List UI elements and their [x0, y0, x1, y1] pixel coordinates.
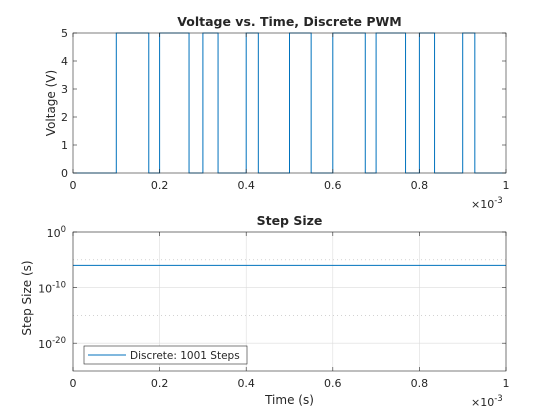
chart2-y-ticks: 100 10-10 10-20 — [38, 225, 506, 351]
chart1-y-ticks: 0 1 2 3 4 5 — [61, 27, 506, 180]
chart1-ylabel: Voltage (V) — [44, 70, 58, 136]
chart2-legend: Discrete: 1001 Steps — [83, 345, 248, 365]
chart1-y-tick-label: 5 — [61, 27, 68, 40]
chart2-title: Step Size — [257, 213, 323, 228]
chart2-xlabel: Time (s) — [264, 393, 314, 407]
chart1-y-tick-label: 4 — [61, 55, 68, 68]
chart2-axes-box — [72, 231, 507, 372]
voltage-chart: Voltage vs. Time, Discrete PWM 0 0.2 0.4 0.… — [44, 14, 510, 211]
chart2-x-tick-label: 0 — [70, 377, 77, 390]
chart1-title: Voltage vs. Time, Discrete PWM — [177, 14, 402, 29]
chart2-x-exponent: ×10-3 — [471, 394, 503, 409]
chart2-x-tick-label: 0.8 — [411, 377, 429, 390]
chart1-x-exponent-power: -3 — [494, 196, 502, 206]
chart1-y-tick-label: 2 — [61, 111, 68, 124]
chart2-y-tick-label: 10-20 — [38, 336, 66, 351]
chart2-ylabel: Step Size (s) — [20, 260, 34, 335]
chart1-y-tick-label: 3 — [61, 83, 68, 96]
chart2-x-tick-label: 0.6 — [324, 377, 342, 390]
chart1-axes-box — [72, 32, 507, 174]
chart1-y-tick-label: 0 — [61, 167, 68, 180]
chart2-x-tick-label: 1 — [503, 377, 510, 390]
chart2-x-exponent-base: ×10 — [471, 396, 494, 409]
step-size-chart: Step Size 0 0.2 0.4 0.6 0.8 1 100 10-10 10-20 T… — [20, 213, 510, 409]
chart2-y-tick-label: 100 — [47, 225, 66, 240]
chart1-x-tick-label: 0.6 — [324, 179, 342, 192]
chart2-x-exponent-power: -3 — [494, 394, 502, 404]
chart2-x-ticks: 0 0.2 0.4 0.6 0.8 1 — [70, 232, 510, 390]
chart1-x-exponent: ×10-3 — [471, 196, 503, 211]
chart1-x-exponent-base: ×10 — [471, 198, 494, 211]
chart2-y-tick-label: 10-10 — [38, 281, 66, 296]
chart1-x-tick-label: 1 — [503, 179, 510, 192]
chart1-y-tick-label: 1 — [61, 139, 68, 152]
chart1-x-tick-label: 0.2 — [151, 179, 169, 192]
chart1-x-ticks: 0 0.2 0.4 0.6 0.8 1 — [70, 33, 510, 192]
chart1-x-tick-label: 0.4 — [237, 179, 255, 192]
chart1-x-tick-label: 0.8 — [411, 179, 429, 192]
chart2-x-tick-label: 0.2 — [151, 377, 169, 390]
legend-label: Discrete: 1001 Steps — [130, 350, 240, 362]
chart1-x-tick-label: 0 — [70, 179, 77, 192]
chart2-x-tick-label: 0.4 — [237, 377, 255, 390]
legend-box — [83, 345, 248, 365]
